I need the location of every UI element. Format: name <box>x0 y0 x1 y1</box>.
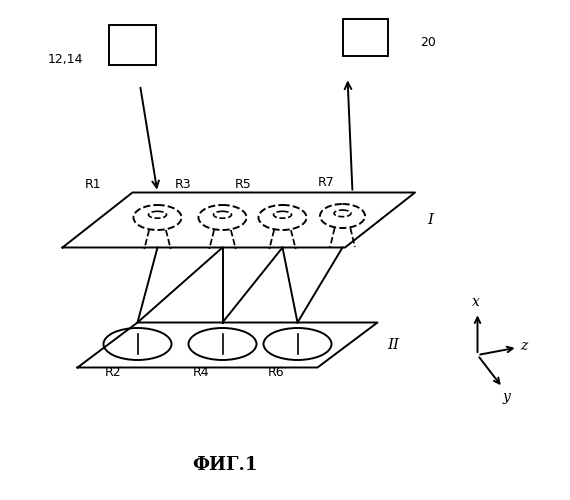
Text: 20: 20 <box>420 36 436 49</box>
Text: II: II <box>388 338 400 352</box>
Bar <box>343 18 388 56</box>
Text: R2: R2 <box>105 366 121 379</box>
Text: R4: R4 <box>193 366 209 379</box>
Text: I: I <box>428 213 434 227</box>
Text: z: z <box>520 340 528 353</box>
Text: R1: R1 <box>85 178 101 192</box>
Text: R5: R5 <box>235 178 252 192</box>
Text: R3: R3 <box>175 178 192 192</box>
Text: R7: R7 <box>317 176 334 189</box>
Text: x: x <box>472 296 480 310</box>
Text: R6: R6 <box>267 366 284 379</box>
Text: y: y <box>502 390 510 404</box>
Bar <box>109 25 156 65</box>
Text: ФИГ.1: ФИГ.1 <box>192 456 258 474</box>
Text: 12,14: 12,14 <box>47 54 83 66</box>
